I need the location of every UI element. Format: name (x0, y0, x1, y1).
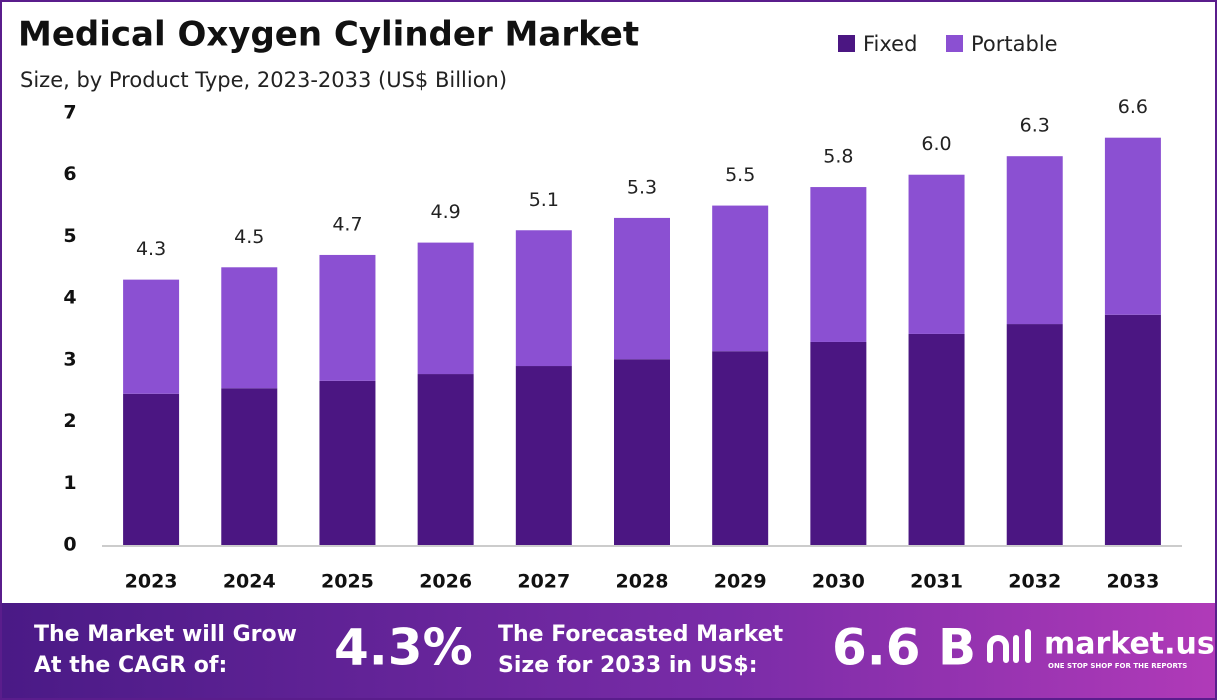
x-tick-label: 2025 (321, 571, 374, 593)
forecast-value: 6.6 B (832, 619, 976, 677)
total-label: 4.7 (332, 213, 362, 235)
bar-segment (123, 393, 180, 545)
x-tick-label: 2023 (125, 571, 178, 593)
y-tick-label: 3 (63, 348, 76, 370)
x-tick-label: 2026 (419, 571, 472, 593)
bar-segment (515, 366, 572, 545)
y-tick-label: 1 (63, 472, 76, 494)
total-label: 5.8 (823, 146, 853, 168)
bar-segment (1104, 137, 1161, 315)
forecast-text: Size for 2033 in US$: (498, 653, 758, 678)
total-label: 5.5 (725, 164, 755, 186)
cagr-text: At the CAGR of: (34, 653, 227, 678)
y-tick-label: 5 (63, 225, 76, 247)
legend-label: Portable (971, 32, 1058, 56)
total-label: 4.5 (234, 226, 264, 248)
brand-logo (987, 629, 1031, 663)
bar-segment (810, 341, 867, 545)
x-tick-label: 2031 (910, 571, 963, 593)
total-label: 6.6 (1118, 96, 1148, 118)
bar-segment (515, 230, 572, 367)
bar-segment (1006, 324, 1063, 545)
bar-segment (319, 254, 376, 381)
x-tick-label: 2033 (1106, 571, 1159, 593)
total-label: 5.1 (529, 189, 559, 211)
bar-segment (614, 359, 670, 545)
forecast-text: The Forecasted Market (498, 622, 784, 647)
x-tick-label: 2029 (714, 571, 767, 593)
y-tick-label: 2 (63, 410, 76, 432)
cagr-text: The Market will Grow (34, 622, 297, 647)
bar-segment (712, 205, 769, 352)
total-label: 6.3 (1020, 115, 1050, 137)
y-tick-label: 7 (63, 102, 76, 124)
total-label: 6.0 (921, 133, 951, 155)
chart-subtitle: Size, by Product Type, 2023-2033 (US$ Bi… (20, 68, 507, 92)
x-tick-label: 2027 (517, 571, 570, 593)
total-label: 4.3 (136, 238, 166, 260)
bar-segment (221, 388, 278, 545)
bar-segment (810, 187, 867, 342)
footer-band (2, 603, 1215, 698)
x-tick-label: 2028 (616, 571, 669, 593)
bar-segment (123, 279, 180, 394)
chart-title: Medical Oxygen Cylinder Market (18, 15, 639, 55)
x-tick-label: 2024 (223, 571, 276, 593)
legend-swatch (946, 35, 963, 52)
brand: market.us (1044, 627, 1215, 662)
bar-segment (1006, 156, 1063, 325)
bar-segment (417, 374, 474, 545)
bar-segment (319, 380, 376, 545)
brand-tagline: ONE STOP SHOP FOR THE REPORTS (1048, 662, 1187, 670)
bar-segment (417, 242, 474, 375)
x-tick-label: 2032 (1008, 571, 1061, 593)
x-tick-label: 2030 (812, 571, 865, 593)
bar-segment (221, 267, 278, 389)
bar-segment (908, 174, 965, 334)
legend-swatch (838, 35, 855, 52)
bar-segment (1104, 314, 1161, 545)
y-tick-label: 6 (63, 163, 76, 185)
y-tick-label: 0 (63, 534, 76, 556)
bar-segment (712, 351, 769, 545)
bar-segment (908, 333, 965, 545)
cagr-value: 4.3% (334, 619, 473, 677)
total-label: 4.9 (431, 201, 461, 223)
total-label: 5.3 (627, 176, 657, 198)
legend-label: Fixed (863, 32, 917, 56)
bar-segment (614, 217, 670, 360)
y-tick-label: 4 (63, 287, 76, 309)
